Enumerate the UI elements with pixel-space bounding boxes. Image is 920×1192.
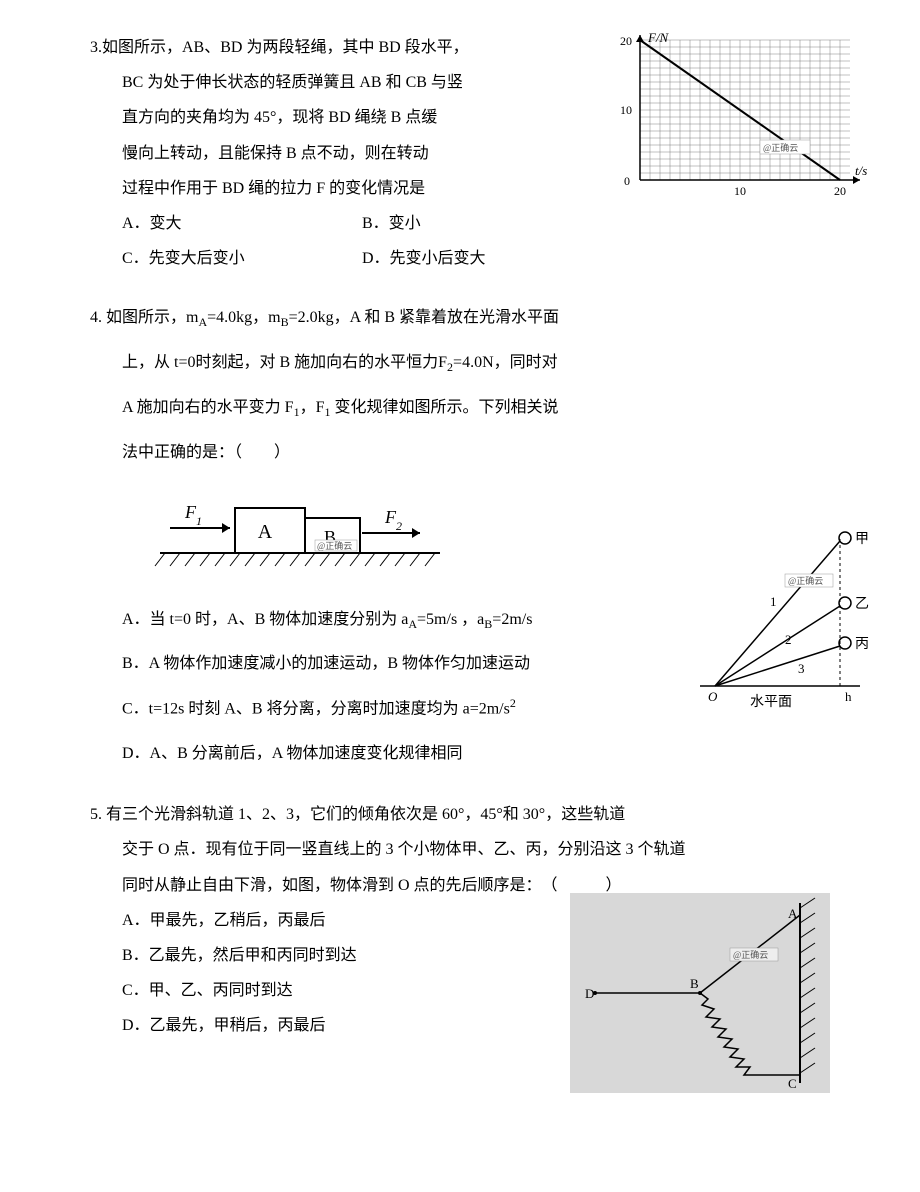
q3-line2: BC 为处于伸长状态的轻质弹簧且 AB 和 CB 与竖 [90,65,463,100]
xtick-10: 10 [734,184,746,198]
watermark: @正确云 [763,142,798,153]
label-d: D [585,986,594,1001]
block-a-label: A [258,521,273,543]
watermark: @正确云 [788,575,823,586]
q3-option-d: D．先变小后变大 [362,241,562,276]
q5-line3: 同时从静止自由下滑，如图，物体滑到 O 点的先后顺序是： （ ） [90,868,622,903]
f2-label: F2 [384,507,402,533]
watermark: @正确云 [317,540,352,551]
q4-line1: 如图所示，mA=4.0kg，mB=2.0kg，A 和 B 紧靠着放在光滑水平面 [106,309,559,326]
force-time-graph: 0 10 20 10 20 F/N t/s @正确云 [610,30,870,210]
q5-number: 5. [90,806,102,823]
watermark: @正确云 [733,949,768,960]
q3-line4: 慢向上转动，且能保持 B 点不动，则在转动 [90,136,429,171]
label-yi: 乙 [855,596,869,612]
q3-line5: 过程中作用于 BD 绳的拉力 F 的变化情况是 [90,171,425,206]
ground-label: 水平面 [750,694,792,710]
question-5: 5. 有三个光滑斜轨道 1、2、3，它们的倾角依次是 60°，45°和 30°，… [90,797,830,1106]
q3-option-a: A．变大 [122,206,322,241]
track-2-label: 2 [785,632,792,647]
label-a: A [788,906,798,921]
q3-option-b: B．变小 [362,206,562,241]
q4-line4: 法中正确的是：（ ） [90,431,290,476]
q3-option-c: C．先变大后变小 [122,241,322,276]
label-c: C [788,1076,797,1091]
f1-label: F1 [184,502,202,528]
question-3: 0 10 20 10 20 F/N t/s @正确云 3.如图所示，AB、BD … [90,30,830,276]
label-jia: 甲 [855,532,869,547]
y-axis-label: F/N [647,30,670,45]
track-1-label: 1 [770,594,777,609]
q3-graph: 0 10 20 10 20 F/N t/s @正确云 [610,30,870,223]
q5-line1: 有三个光滑斜轨道 1、2、3，它们的倾角依次是 60°，45°和 30°，这些轨… [106,806,625,823]
q4-line2: 上，从 t=0时刻起，对 B 施加向右的水平恒力F2=4.0N，同时对 [90,341,558,386]
q4-number: 4. [90,309,102,326]
xtick-20: 20 [834,184,846,198]
label-h: h [845,689,852,704]
label-o: O [708,689,718,704]
label-bing: 丙 [855,637,869,652]
x-axis-label: t/s [855,163,867,178]
q5-diagram: A D B C @正确云 [570,893,830,1106]
q4-tracks-diagram: 甲 1 乙 2 丙 3 O 水平面 h @正确云 [690,526,870,739]
q3-line1: 如图所示，AB、BD 为两段轻绳，其中 BD 段水平， [102,39,469,56]
label-b: B [690,976,699,991]
svg-text:0: 0 [624,174,630,188]
q4-line3: A 施加向右的水平变力 F1，F1 变化规律如图所示。下列相关说 [90,386,559,431]
track-3-label: 3 [798,661,805,676]
ytick-20: 20 [620,34,632,48]
ytick-10: 10 [620,103,632,117]
q5-line2: 交于 O 点．现有位于同一竖直线上的 3 个小物体甲、乙、丙，分别沿这 3 个轨… [90,832,686,867]
question-4: 甲 1 乙 2 丙 3 O 水平面 h @正确云 4. 如图所示，mA=4.0k… [90,296,830,777]
q3-line3: 直方向的夹角均为 45°，现将 BD 绳绕 B 点缓 [90,100,437,135]
q3-number: 3. [90,39,102,56]
